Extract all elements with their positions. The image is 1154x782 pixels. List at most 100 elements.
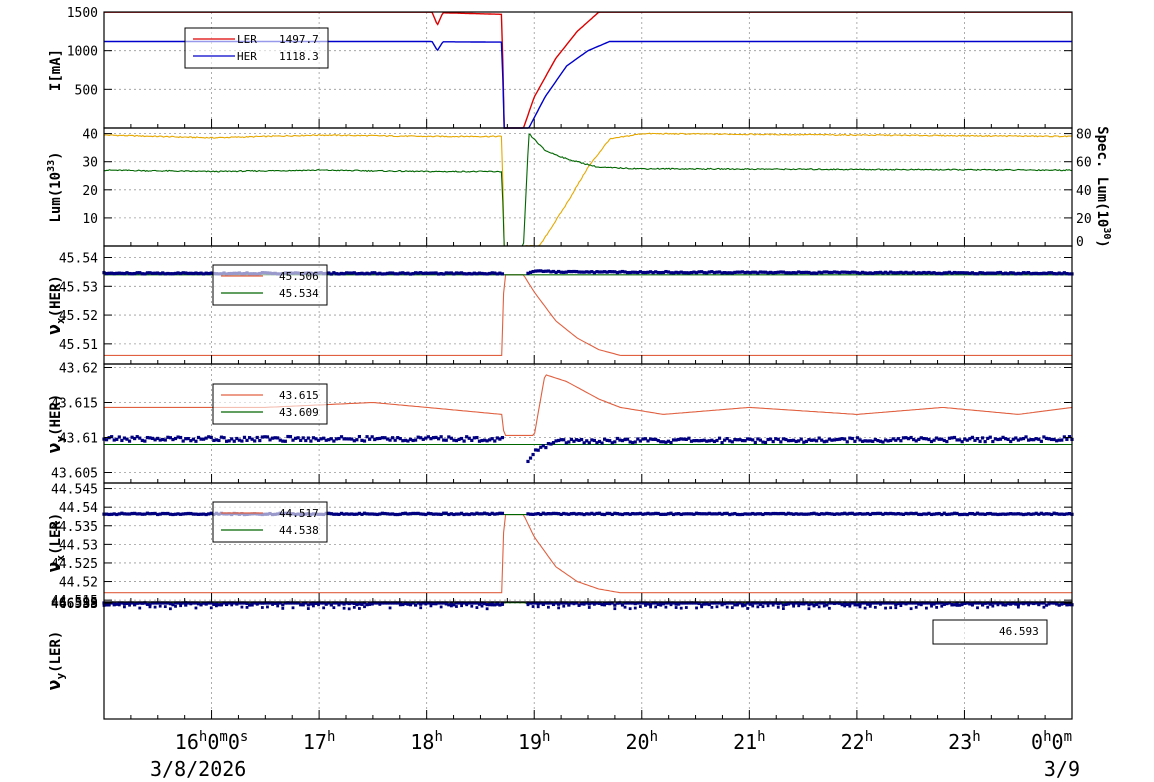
data-point	[929, 602, 934, 606]
data-point	[219, 435, 224, 439]
data-point	[848, 436, 852, 440]
data-point	[1026, 601, 1031, 605]
data-point	[557, 606, 561, 610]
data-point	[1062, 435, 1066, 439]
data-point	[158, 604, 162, 608]
data-point	[664, 605, 668, 609]
data-point	[884, 606, 887, 610]
data-point	[161, 437, 165, 442]
data-point	[666, 439, 671, 443]
data-point	[758, 270, 763, 274]
data-point	[120, 271, 124, 275]
data-point	[679, 437, 683, 441]
data-point	[156, 601, 160, 605]
data-point	[245, 605, 249, 609]
data-point	[1032, 601, 1036, 605]
data-point	[702, 438, 706, 442]
data-point	[1021, 271, 1026, 275]
data-point	[776, 270, 780, 274]
data-point	[442, 601, 446, 605]
data-point	[769, 270, 773, 274]
data-point	[490, 511, 494, 515]
data-point	[993, 512, 997, 516]
data-point	[878, 511, 883, 516]
y2-axis-label: Spec. Lum(1030)	[1094, 126, 1112, 248]
data-point	[720, 441, 724, 445]
data-point	[919, 512, 923, 517]
data-point	[1006, 512, 1010, 516]
data-point	[656, 270, 660, 275]
data-point	[825, 270, 829, 274]
data-point	[421, 437, 425, 441]
data-point	[840, 437, 844, 441]
data-point	[459, 601, 464, 605]
data-point	[804, 512, 808, 516]
data-point	[242, 601, 247, 605]
data-point	[947, 512, 952, 516]
data-point	[465, 272, 469, 276]
y-tick-label: 30	[82, 156, 98, 171]
data-point	[352, 512, 356, 516]
data-point	[526, 512, 530, 516]
data-point	[401, 511, 405, 516]
data-point	[807, 512, 811, 516]
data-point	[924, 271, 929, 275]
data-point	[784, 602, 788, 607]
y-tick-label: 44.52	[59, 576, 98, 591]
data-point	[163, 438, 167, 442]
data-point	[107, 603, 111, 607]
data-point	[153, 605, 157, 609]
data-point	[1049, 437, 1054, 442]
y-tick-label: 44.53	[59, 538, 98, 553]
data-point	[970, 435, 974, 439]
data-point	[654, 270, 658, 274]
data-point	[459, 511, 464, 515]
data-point	[270, 601, 275, 605]
data-point	[112, 438, 116, 442]
data-point	[434, 271, 438, 275]
data-point	[526, 601, 530, 605]
data-point	[444, 511, 448, 515]
data-point	[1016, 605, 1020, 609]
data-point	[608, 270, 612, 274]
data-point	[1014, 602, 1018, 606]
data-point	[247, 436, 252, 440]
data-point	[758, 512, 763, 516]
data-point	[498, 437, 502, 441]
x-tick-label: 19h	[518, 729, 551, 754]
data-point	[230, 603, 234, 607]
data-point	[1067, 272, 1072, 276]
data-point	[988, 435, 992, 439]
data-point	[830, 512, 834, 516]
data-point	[562, 601, 566, 605]
data-point	[922, 601, 926, 605]
data-point	[291, 438, 295, 442]
data-point	[776, 602, 780, 606]
data-point	[587, 441, 591, 445]
data-point	[562, 511, 566, 516]
data-point	[784, 271, 788, 275]
data-point	[488, 603, 492, 607]
data-point	[809, 602, 814, 606]
data-point	[270, 436, 275, 440]
data-point	[337, 272, 341, 276]
data-point	[710, 512, 714, 516]
data-point	[434, 512, 438, 516]
data-point	[263, 435, 267, 439]
data-point	[702, 271, 706, 275]
y2-tick-label: 0	[1076, 235, 1084, 250]
data-point	[646, 270, 650, 274]
data-point	[531, 512, 535, 516]
data-point	[952, 511, 957, 515]
data-point	[648, 270, 653, 274]
data-point	[482, 511, 487, 515]
data-point	[812, 438, 816, 442]
data-point	[776, 605, 780, 609]
data-point	[1027, 603, 1030, 607]
y-tick-label: 46.59	[59, 596, 98, 611]
data-point	[802, 440, 806, 444]
data-point	[963, 437, 967, 441]
data-point	[536, 448, 540, 452]
data-point	[940, 512, 944, 517]
